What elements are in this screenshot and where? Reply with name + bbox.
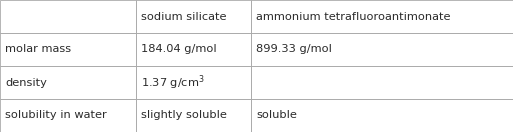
Bar (251, 33, 513, 66)
Bar (251, 99, 513, 132)
Bar (0, 66, 136, 99)
Bar (0, 33, 136, 66)
Bar (136, 99, 251, 132)
Bar (0, 99, 136, 132)
Text: ammonium tetrafluoroantimonate: ammonium tetrafluoroantimonate (256, 11, 451, 22)
Bar (251, 66, 513, 99)
Text: molar mass: molar mass (5, 44, 71, 55)
Text: solubility in water: solubility in water (5, 110, 107, 121)
Bar (136, 0, 251, 33)
Text: density: density (5, 77, 47, 88)
Text: slightly soluble: slightly soluble (141, 110, 227, 121)
Bar (0, 0, 136, 33)
Text: 184.04 g/mol: 184.04 g/mol (141, 44, 216, 55)
Text: 1.37 g/cm$^3$: 1.37 g/cm$^3$ (141, 73, 205, 92)
Bar (251, 0, 513, 33)
Text: 899.33 g/mol: 899.33 g/mol (256, 44, 332, 55)
Text: sodium silicate: sodium silicate (141, 11, 227, 22)
Text: soluble: soluble (256, 110, 298, 121)
Bar (136, 33, 251, 66)
Bar (136, 66, 251, 99)
